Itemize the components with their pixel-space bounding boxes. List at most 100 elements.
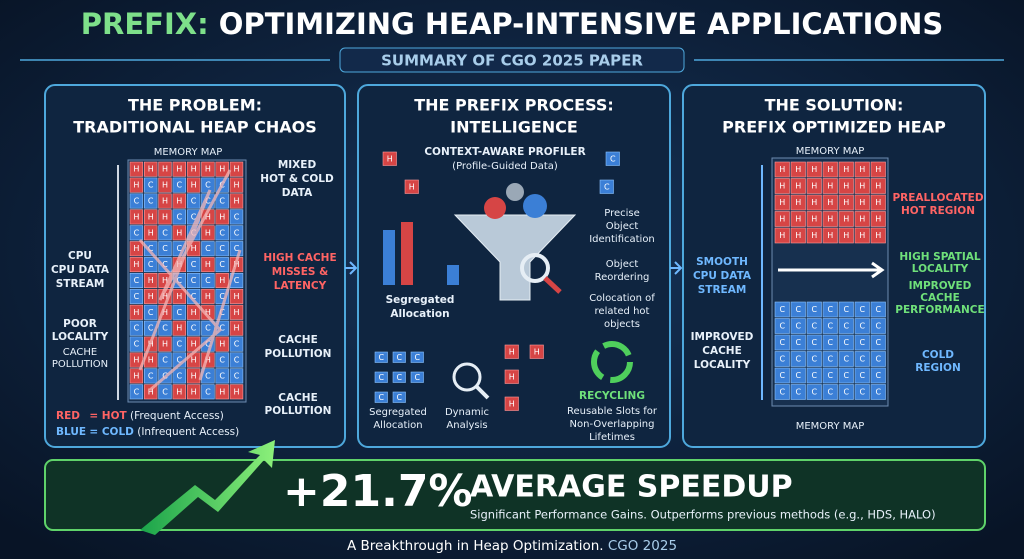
memory-cell [822, 384, 838, 400]
memory-cell [838, 318, 854, 334]
cell-label: C [134, 228, 140, 237]
label: COLD [922, 349, 954, 361]
title-prefix: PREFIX: [81, 7, 209, 41]
cell-label: H [811, 215, 817, 224]
memory-cell [838, 384, 854, 400]
cell-label: C [234, 340, 240, 349]
label: CONTEXT-AWARE PROFILER [424, 146, 585, 158]
memory-cell [410, 351, 424, 363]
cell-label: H [534, 347, 540, 356]
cell-label: C [219, 228, 225, 237]
cell-label: H [859, 231, 865, 240]
cell-label: C [205, 387, 211, 396]
memory-cell [144, 225, 158, 241]
cell-label: C [177, 340, 183, 349]
cell-label: C [827, 355, 833, 364]
cell-label: C [827, 388, 833, 397]
memory-cell [838, 367, 854, 384]
memory-cell [870, 227, 886, 244]
label: PREALLOCATED [892, 192, 983, 204]
memory-cell [172, 177, 186, 193]
memory-cell [215, 241, 229, 257]
cell-label: C [811, 322, 817, 331]
memory-cell [229, 225, 244, 241]
memory-cell [854, 351, 870, 367]
memory-cell [854, 367, 870, 384]
cell-label: C [875, 305, 881, 314]
cell-label: C [827, 338, 833, 347]
cell-label: H [205, 356, 211, 365]
label: objects [604, 319, 640, 330]
memory-cell [854, 334, 870, 351]
magnifier [520, 253, 550, 283]
cell-label: C [859, 322, 865, 331]
label: LOCALITY [912, 263, 969, 275]
memory-cell [186, 177, 201, 193]
cell-label: H [875, 182, 881, 191]
cell-label: C [378, 353, 384, 362]
cell-label: C [162, 260, 168, 269]
cell-label: C [795, 388, 801, 397]
panel-title: PREFIX OPTIMIZED HEAP [722, 118, 946, 137]
memory-cell [822, 318, 838, 334]
memory-cell [854, 384, 870, 400]
memory-cell [215, 225, 229, 241]
cell-label: C [811, 305, 817, 314]
cell-label: H [162, 308, 168, 317]
cell-label: C [843, 388, 849, 397]
memory-cell [186, 272, 201, 288]
cell-label: C [219, 356, 225, 365]
cell-label: H [176, 324, 182, 333]
memory-cell [822, 161, 838, 178]
memory-cell [774, 161, 790, 178]
cell-label: H [133, 181, 139, 190]
legend-cold: BLUE = COLD (Infrequent Access) [56, 426, 239, 438]
memory-cell [374, 371, 388, 383]
memory-cell [172, 320, 186, 336]
label: Object [606, 221, 639, 232]
cell-label: H [811, 198, 817, 207]
memory-cell [374, 351, 388, 363]
memory-cell [215, 336, 229, 352]
cell-label: H [779, 215, 785, 224]
cell-label: C [191, 197, 197, 206]
memory-cell [158, 177, 172, 193]
map-label: MEMORY MAP [796, 146, 865, 157]
memory-cell [186, 384, 201, 400]
cell-label: H [827, 165, 833, 174]
cell-label: H [148, 165, 154, 174]
cell-label: H [219, 276, 225, 285]
memory-cell [229, 304, 244, 320]
memory-cell [229, 368, 244, 384]
cell-label: H [233, 165, 239, 174]
memory-cell [854, 161, 870, 178]
memory-cell [215, 209, 229, 225]
cell-label: H [191, 244, 197, 253]
cell-label: C [843, 322, 849, 331]
memory-cell [806, 194, 822, 211]
label: HOT REGION [901, 205, 975, 217]
cell-label: H [843, 182, 849, 191]
cell-label: C [205, 197, 211, 206]
label: Non-Overlapping [570, 419, 655, 430]
memory-cell [229, 384, 244, 400]
cell-label: C [414, 353, 420, 362]
memory-cell [172, 209, 186, 225]
result-banner [44, 459, 986, 531]
arrow [345, 261, 358, 275]
cell-label: C [148, 371, 154, 380]
cell-label: C [134, 340, 140, 349]
cell-label: H [191, 371, 197, 380]
cell-label: C [234, 212, 240, 221]
memory-cell [201, 320, 215, 336]
memory-cell [870, 178, 886, 194]
legend-note: (Frequent Access) [130, 410, 224, 422]
cell-label: H [875, 165, 881, 174]
legend-note: (Infrequent Access) [137, 426, 239, 438]
label: CPU DATA [693, 270, 752, 282]
label: DATA [282, 187, 313, 199]
cell-label: H [148, 387, 154, 396]
memory-cell [158, 241, 172, 257]
cell-label: C [811, 355, 817, 364]
memory-cell [158, 320, 172, 336]
